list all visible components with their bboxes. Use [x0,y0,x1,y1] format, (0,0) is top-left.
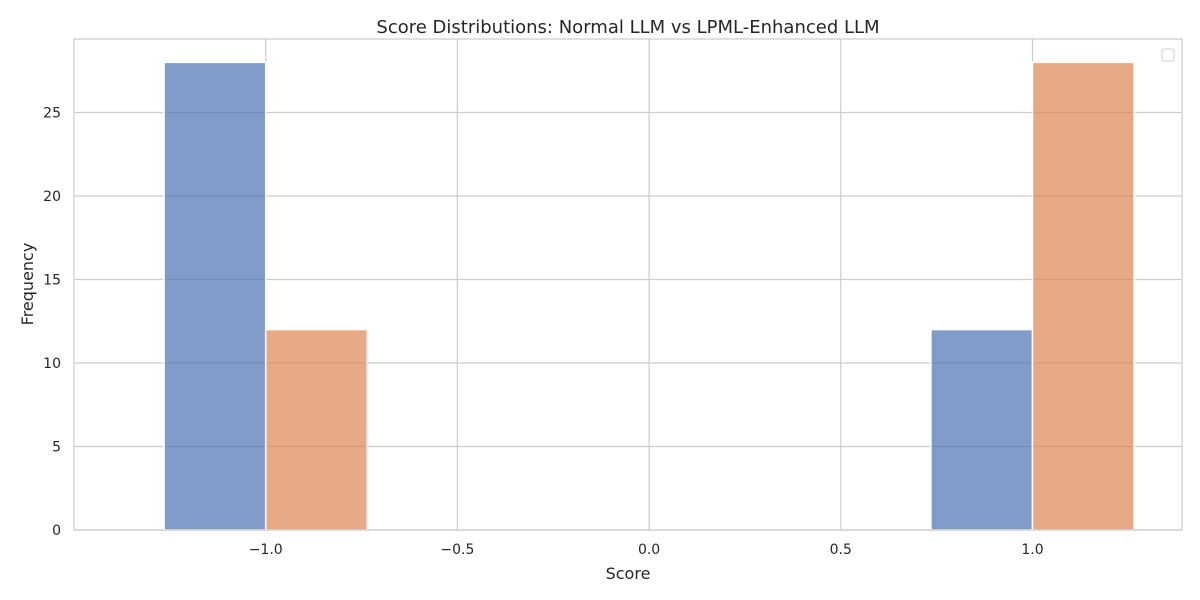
histogram-bar [930,328,1034,531]
y-tick-label: 15 [43,272,61,288]
histogram-bar [264,328,369,531]
y-tick-label: 25 [43,105,61,121]
y-tick-label: 5 [52,439,61,455]
plot-frame [73,38,1183,531]
histogram-bars [163,61,1135,531]
histogram-bar [163,61,267,531]
x-tick-label: −0.5 [440,542,474,558]
y-tick-label: 20 [43,189,61,205]
legend-box[interactable] [1161,48,1175,62]
x-tick-label: 0.0 [638,542,660,558]
x-axis-label: Score [606,564,651,583]
y-axis-label: Frequency [18,243,37,326]
x-tick-label: −1.0 [249,542,283,558]
x-tick-label: 0.5 [830,542,852,558]
x-tick-labels: −1.0 −0.5 0.0 0.5 1.0 [249,542,1044,558]
y-tick-label: 0 [52,523,61,539]
histogram-bar [1031,61,1135,531]
x-tick-label: 1.0 [1021,542,1043,558]
chart-title: Score Distributions: Normal LLM vs LPML-… [376,17,879,38]
y-tick-labels: 0 5 10 15 20 25 [43,105,61,539]
y-tick-label: 10 [43,356,61,372]
